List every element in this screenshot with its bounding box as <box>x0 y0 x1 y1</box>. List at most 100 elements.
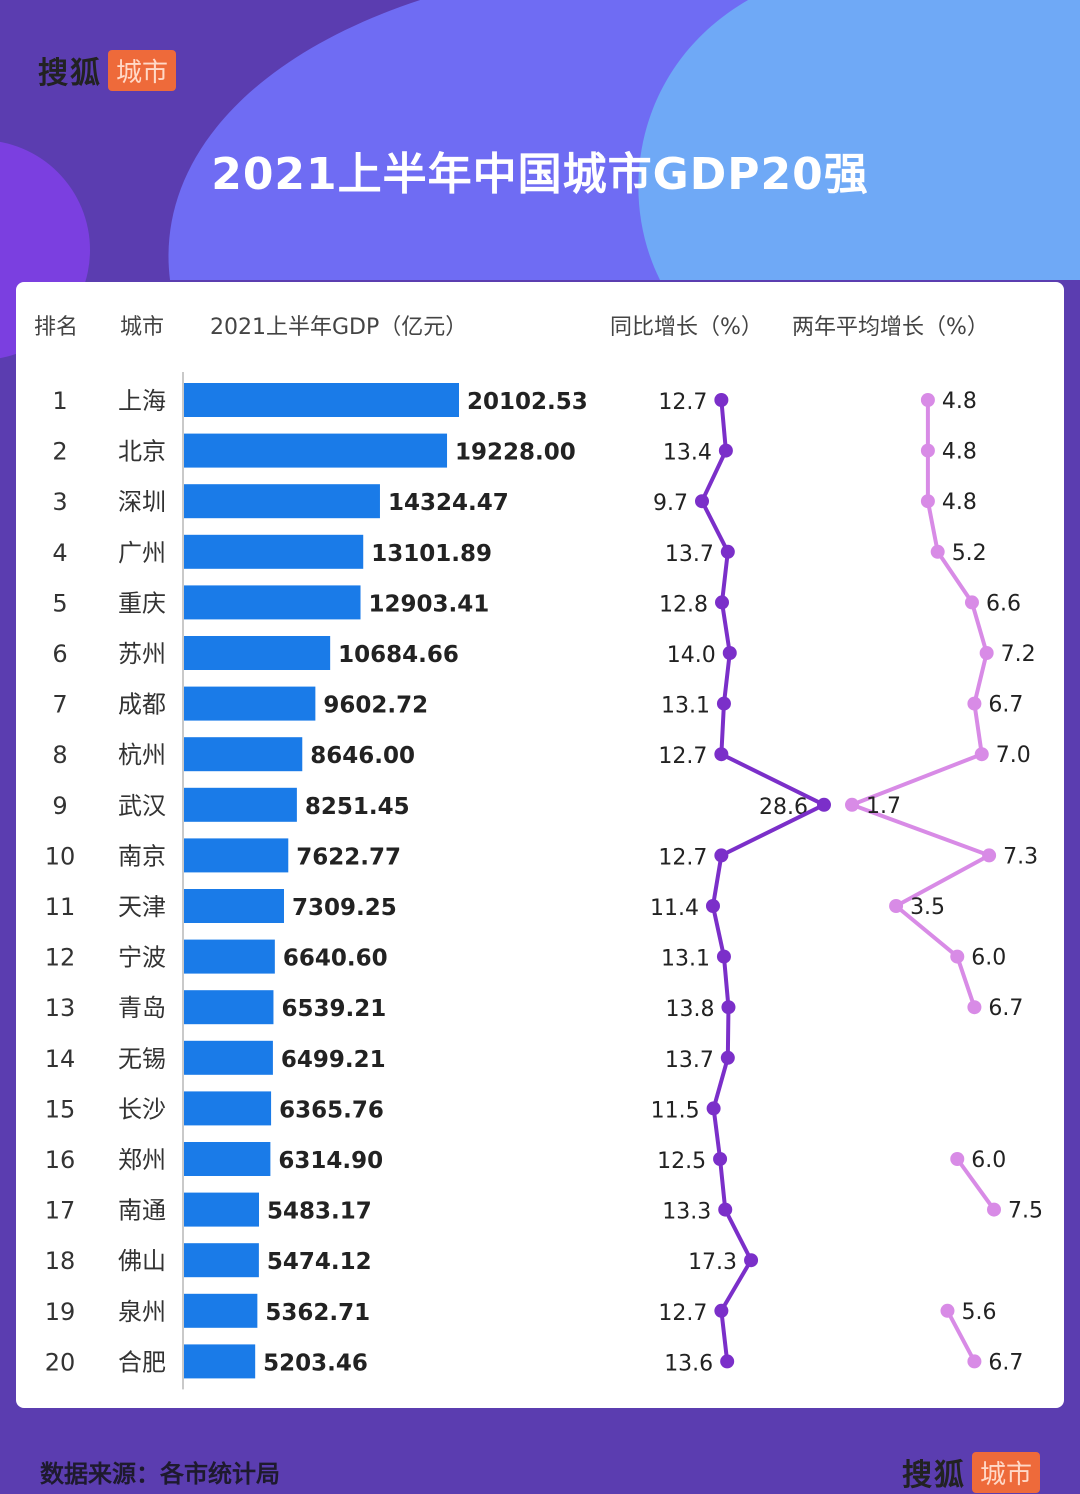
gdp-bar <box>184 838 289 873</box>
gdp-bar <box>184 787 297 822</box>
gdp-value-label: 13101.89 <box>371 541 492 567</box>
gdp-bar <box>184 939 275 974</box>
gdp-value-label: 14324.47 <box>388 490 509 516</box>
gdp-bar <box>184 433 448 468</box>
gdp-value-label: 5203.46 <box>263 1350 368 1376</box>
yoy-point <box>718 1202 733 1217</box>
yoy-point <box>716 696 731 711</box>
gdp-bar <box>184 484 380 519</box>
gdp-value-label: 20102.53 <box>467 389 588 415</box>
avg-value-label: 3.5 <box>910 895 945 920</box>
city-label: 杭州 <box>118 741 166 769</box>
avg-point <box>920 443 935 458</box>
avg-point <box>974 747 989 762</box>
gdp-value-label: 6539.21 <box>281 996 386 1022</box>
yoy-value-label: 13.3 <box>662 1200 711 1225</box>
yoy-value-label: 13.8 <box>665 997 714 1022</box>
city-label: 南通 <box>118 1197 166 1225</box>
gdp-bar <box>184 1040 273 1075</box>
brand-logo-bottom: 搜狐 城市 <box>902 1450 1041 1494</box>
gdp-bar <box>184 636 331 670</box>
yoy-point <box>716 949 731 964</box>
yoy-point <box>744 1253 759 1268</box>
rank-label: 1 <box>52 387 67 415</box>
avg-point <box>950 949 965 964</box>
avg-value-label: 6.7 <box>988 1350 1023 1375</box>
yoy-value-label: 13.4 <box>663 441 712 466</box>
gdp-value-label: 10684.66 <box>338 642 459 668</box>
avg-value-label: 7.2 <box>1001 642 1036 667</box>
avg-value-label: 4.8 <box>942 490 977 515</box>
avg-point <box>889 899 904 913</box>
yoy-point <box>714 1303 729 1318</box>
yoy-point <box>714 848 729 863</box>
gdp-value-label: 5474.12 <box>267 1249 372 1275</box>
avg-value-label: 1.7 <box>866 794 901 819</box>
yoy-point <box>695 494 709 509</box>
background-blob-light <box>638 0 1080 280</box>
rank-label: 14 <box>45 1045 76 1073</box>
gdp-value-label: 6640.60 <box>283 946 388 972</box>
yoy-value-label: 11.4 <box>650 896 699 921</box>
rank-label: 2 <box>52 438 67 466</box>
yoy-point <box>720 1354 735 1369</box>
gdp-value-label: 8646.00 <box>310 743 415 769</box>
avg-point <box>930 544 945 559</box>
yoy-value-label: 13.7 <box>665 542 714 567</box>
city-label: 成都 <box>118 691 166 719</box>
yoy-value-label: 13.6 <box>664 1351 713 1376</box>
yoy-point <box>721 1000 736 1015</box>
rank-label: 4 <box>52 539 67 567</box>
gdp-bar <box>184 686 316 721</box>
yoy-series-line <box>700 399 826 1362</box>
brand-city-badge: 城市 <box>972 1451 1041 1493</box>
gdp-bar <box>184 383 459 417</box>
city-label: 合肥 <box>118 1348 166 1376</box>
yoy-value-label: 12.7 <box>658 390 707 415</box>
data-source: 数据来源：各市统计局 <box>40 1460 280 1488</box>
brand-city-badge: 城市 <box>108 49 177 91</box>
rank-label: 10 <box>45 842 76 870</box>
brand-sohu: 搜狐 <box>38 56 102 91</box>
rank-label: 19 <box>45 1298 76 1326</box>
avg-point <box>920 494 935 509</box>
city-label: 青岛 <box>118 994 166 1022</box>
gdp-bar <box>184 1142 271 1176</box>
gdp-bar <box>184 889 284 923</box>
avg-point <box>940 1303 955 1318</box>
avg-series-line <box>945 1309 977 1363</box>
rank-label: 3 <box>52 488 67 516</box>
header-rank: 排名 <box>34 315 78 340</box>
city-label: 郑州 <box>118 1146 166 1174</box>
gdp-bar <box>184 585 361 620</box>
avg-value-label: 4.8 <box>942 440 977 465</box>
yoy-point <box>714 747 729 762</box>
gdp-bar <box>184 1192 260 1227</box>
avg-value-label: 5.6 <box>961 1300 996 1325</box>
gdp-bar <box>184 534 364 569</box>
rank-label: 6 <box>52 640 67 668</box>
yoy-value-label: 12.7 <box>658 1301 707 1326</box>
avg-value-label: 7.0 <box>996 743 1031 768</box>
gdp-value-label: 9602.72 <box>323 693 428 719</box>
avg-value-label: 6.7 <box>988 693 1023 718</box>
yoy-point <box>722 646 737 660</box>
header-yoy: 同比增长（%） <box>610 315 763 340</box>
rank-label: 7 <box>52 691 67 719</box>
rank-label: 11 <box>45 893 76 921</box>
city-label: 佛山 <box>118 1247 166 1275</box>
city-label: 上海 <box>118 387 166 415</box>
page-title: 2021上半年中国城市GDP20强 <box>211 149 869 200</box>
rank-label: 9 <box>52 792 67 820</box>
rank-label: 16 <box>45 1146 76 1174</box>
rank-label: 12 <box>45 944 76 972</box>
gdp-value-label: 5483.17 <box>267 1199 372 1225</box>
avg-value-label: 4.8 <box>942 389 977 414</box>
yoy-value-label: 13.7 <box>665 1048 714 1073</box>
city-label: 北京 <box>118 438 166 466</box>
yoy-value-label: 11.5 <box>651 1098 700 1123</box>
city-label: 苏州 <box>118 640 166 668</box>
gdp-value-label: 12903.41 <box>369 591 490 617</box>
yoy-point <box>706 1101 721 1116</box>
yoy-value-label: 12.7 <box>658 845 707 870</box>
